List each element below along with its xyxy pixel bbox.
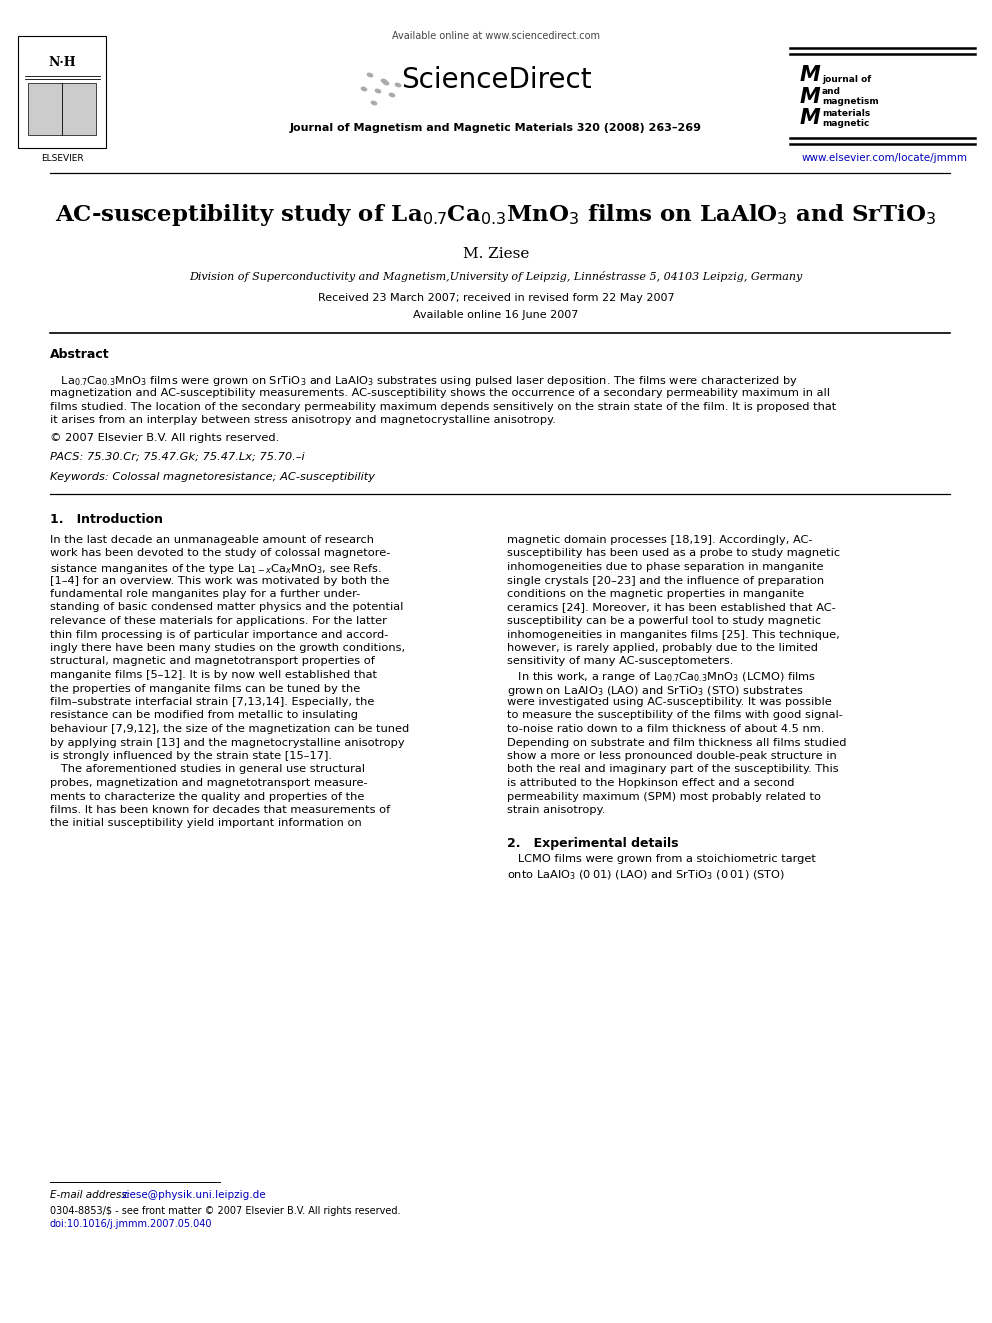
Text: magnetization and AC-susceptibility measurements. AC-susceptibility shows the oc: magnetization and AC-susceptibility meas…: [50, 388, 830, 398]
Text: to measure the susceptibility of the films with good signal-: to measure the susceptibility of the fil…: [507, 710, 843, 721]
Text: show a more or less pronounced double-peak structure in: show a more or less pronounced double-pe…: [507, 751, 836, 761]
Text: to-noise ratio down to a film thickness of about 4.5 nm.: to-noise ratio down to a film thickness …: [507, 724, 824, 734]
Text: M: M: [800, 65, 820, 85]
Text: it arises from an interplay between stress anisotropy and magnetocrystalline ani: it arises from an interplay between stre…: [50, 415, 556, 426]
Text: journal of: journal of: [822, 75, 871, 85]
Text: fundamental role manganites play for a further under-: fundamental role manganites play for a f…: [50, 589, 360, 599]
Text: inhomogeneities in manganites films [25]. This technique,: inhomogeneities in manganites films [25]…: [507, 630, 840, 639]
Text: Abstract: Abstract: [50, 348, 110, 360]
Ellipse shape: [381, 78, 388, 83]
Text: Keywords: Colossal magnetoresistance; AC-susceptibility: Keywords: Colossal magnetoresistance; AC…: [50, 472, 375, 482]
Ellipse shape: [383, 81, 390, 86]
Text: and: and: [822, 87, 841, 97]
Text: inhomogeneities due to phase separation in manganite: inhomogeneities due to phase separation …: [507, 562, 823, 572]
Text: both the real and imaginary part of the susceptibility. This: both the real and imaginary part of the …: [507, 765, 838, 774]
Text: © 2007 Elsevier B.V. All rights reserved.: © 2007 Elsevier B.V. All rights reserved…: [50, 433, 280, 443]
Text: standing of basic condensed matter physics and the potential: standing of basic condensed matter physi…: [50, 602, 404, 613]
Text: PACS: 75.30.Cr; 75.47.Gk; 75.47.Lx; 75.70.–i: PACS: 75.30.Cr; 75.47.Gk; 75.47.Lx; 75.7…: [50, 452, 305, 462]
Text: resistance can be modified from metallic to insulating: resistance can be modified from metallic…: [50, 710, 358, 721]
Text: doi:10.1016/j.jmmm.2007.05.040: doi:10.1016/j.jmmm.2007.05.040: [50, 1218, 212, 1229]
Ellipse shape: [361, 86, 367, 91]
Text: the initial susceptibility yield important information on: the initial susceptibility yield importa…: [50, 819, 362, 828]
Text: by applying strain [13] and the magnetocrystalline anisotropy: by applying strain [13] and the magnetoc…: [50, 737, 405, 747]
Text: relevance of these materials for applications. For the latter: relevance of these materials for applica…: [50, 617, 387, 626]
Ellipse shape: [371, 101, 377, 106]
Text: magnetism: magnetism: [822, 98, 879, 106]
Text: M: M: [800, 87, 820, 107]
Text: In the last decade an unmanageable amount of research: In the last decade an unmanageable amoun…: [50, 534, 374, 545]
Text: permeability maximum (SPM) most probably related to: permeability maximum (SPM) most probably…: [507, 791, 821, 802]
Text: materials: materials: [822, 108, 870, 118]
Text: single crystals [20–23] and the influence of preparation: single crystals [20–23] and the influenc…: [507, 576, 824, 586]
Text: magnetic domain processes [18,19]. Accordingly, AC-: magnetic domain processes [18,19]. Accor…: [507, 534, 812, 545]
Text: magnetic: magnetic: [822, 119, 869, 127]
Text: 0304-8853/$ - see front matter © 2007 Elsevier B.V. All rights reserved.: 0304-8853/$ - see front matter © 2007 El…: [50, 1207, 401, 1216]
Ellipse shape: [395, 82, 402, 87]
Text: sistance manganites of the type La$_{1-x}$Ca$_x$MnO$_3$, see Refs.: sistance manganites of the type La$_{1-x…: [50, 562, 382, 576]
Text: Received 23 March 2007; received in revised form 22 May 2007: Received 23 March 2007; received in revi…: [317, 292, 675, 303]
Text: susceptibility can be a powerful tool to study magnetic: susceptibility can be a powerful tool to…: [507, 617, 821, 626]
Text: ziese@physik.uni.leipzig.de: ziese@physik.uni.leipzig.de: [122, 1189, 267, 1200]
Text: thin film processing is of particular importance and accord-: thin film processing is of particular im…: [50, 630, 389, 639]
Text: N·H: N·H: [49, 56, 75, 69]
Text: Available online at www.sciencedirect.com: Available online at www.sciencedirect.co…: [392, 30, 600, 41]
Text: ingly there have been many studies on the growth conditions,: ingly there have been many studies on th…: [50, 643, 405, 654]
Ellipse shape: [389, 93, 396, 98]
Text: ScienceDirect: ScienceDirect: [401, 66, 591, 94]
Text: ceramics [24]. Moreover, it has been established that AC-: ceramics [24]. Moreover, it has been est…: [507, 602, 835, 613]
Text: probes, magnetization and magnetotransport measure-: probes, magnetization and magnetotranspo…: [50, 778, 368, 789]
Text: The aforementioned studies in general use structural: The aforementioned studies in general us…: [50, 765, 365, 774]
Text: grown on LaAlO$_3$ (LAO) and SrTiO$_3$ (STO) substrates: grown on LaAlO$_3$ (LAO) and SrTiO$_3$ (…: [507, 684, 804, 697]
Text: [1–4] for an overview. This work was motivated by both the: [1–4] for an overview. This work was mot…: [50, 576, 390, 586]
Text: structural, magnetic and magnetotransport properties of: structural, magnetic and magnetotranspor…: [50, 656, 375, 667]
Text: Journal of Magnetism and Magnetic Materials 320 (2008) 263–269: Journal of Magnetism and Magnetic Materi…: [290, 123, 702, 134]
Text: 1.   Introduction: 1. Introduction: [50, 513, 163, 527]
Text: Depending on substrate and film thickness all films studied: Depending on substrate and film thicknes…: [507, 737, 846, 747]
Text: LCMO films were grown from a stoichiometric target: LCMO films were grown from a stoichiomet…: [507, 855, 815, 864]
Text: ments to characterize the quality and properties of the: ments to characterize the quality and pr…: [50, 791, 364, 802]
Text: AC-susceptibility study of La$_{0.7}$Ca$_{0.3}$MnO$_3$ films on LaAlO$_3$ and Sr: AC-susceptibility study of La$_{0.7}$Ca$…: [56, 202, 936, 228]
Text: however, is rarely applied, probably due to the limited: however, is rarely applied, probably due…: [507, 643, 818, 654]
Text: were investigated using AC-susceptibility. It was possible: were investigated using AC-susceptibilit…: [507, 697, 831, 706]
Text: sensitivity of many AC-susceptometers.: sensitivity of many AC-susceptometers.: [507, 656, 733, 667]
Bar: [28, 83, 96, 135]
Text: In this work, a range of La$_{0.7}$Ca$_{0.3}$MnO$_3$ (LCMO) films: In this work, a range of La$_{0.7}$Ca$_{…: [507, 669, 816, 684]
Text: La$_{0.7}$Ca$_{0.3}$MnO$_3$ films were grown on SrTiO$_3$ and LaAlO$_3$ substrat: La$_{0.7}$Ca$_{0.3}$MnO$_3$ films were g…: [50, 374, 798, 388]
Text: behaviour [7,9,12], the size of the magnetization can be tuned: behaviour [7,9,12], the size of the magn…: [50, 724, 410, 734]
Text: ELSEVIER: ELSEVIER: [41, 153, 83, 163]
Text: films studied. The location of the secondary permeability maximum depends sensit: films studied. The location of the secon…: [50, 402, 836, 411]
Text: onto LaAlO$_3$ (0 01) (LAO) and SrTiO$_3$ (0 01) (STO): onto LaAlO$_3$ (0 01) (LAO) and SrTiO$_3…: [507, 868, 785, 881]
Text: film–substrate interfacial strain [7,13,14]. Especially, the: film–substrate interfacial strain [7,13,…: [50, 697, 374, 706]
Ellipse shape: [367, 73, 373, 78]
Text: conditions on the magnetic properties in manganite: conditions on the magnetic properties in…: [507, 589, 805, 599]
Text: M: M: [800, 108, 820, 128]
Text: the properties of manganite films can be tuned by the: the properties of manganite films can be…: [50, 684, 360, 693]
Text: susceptibility has been used as a probe to study magnetic: susceptibility has been used as a probe …: [507, 549, 840, 558]
Text: films. It has been known for decades that measurements of: films. It has been known for decades tha…: [50, 804, 390, 815]
Text: E-mail address:: E-mail address:: [50, 1189, 134, 1200]
Text: www.elsevier.com/locate/jmmm: www.elsevier.com/locate/jmmm: [802, 153, 968, 163]
Bar: [18, 36, 106, 148]
Text: Available online 16 June 2007: Available online 16 June 2007: [414, 310, 578, 320]
Text: strain anisotropy.: strain anisotropy.: [507, 804, 605, 815]
Text: M. Ziese: M. Ziese: [463, 247, 529, 261]
Text: is attributed to the Hopkinson effect and a second: is attributed to the Hopkinson effect an…: [507, 778, 795, 789]
Text: 2.   Experimental details: 2. Experimental details: [507, 836, 679, 849]
Text: manganite films [5–12]. It is by now well established that: manganite films [5–12]. It is by now wel…: [50, 669, 377, 680]
Text: Division of Superconductivity and Magnetism,University of Leipzig, Linnéstrasse : Division of Superconductivity and Magnet…: [189, 270, 803, 282]
Text: work has been devoted to the study of colossal magnetore-: work has been devoted to the study of co…: [50, 549, 391, 558]
Text: is strongly influenced by the strain state [15–17].: is strongly influenced by the strain sta…: [50, 751, 332, 761]
Ellipse shape: [375, 89, 381, 94]
